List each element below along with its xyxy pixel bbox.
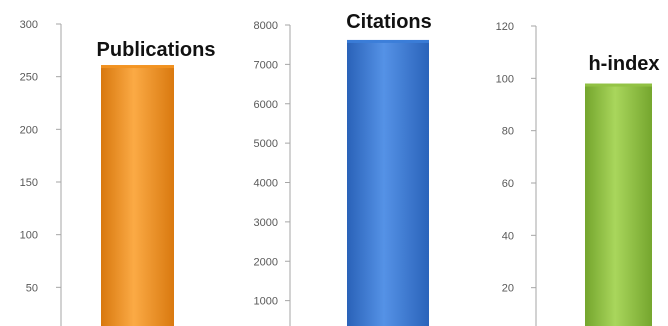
publications-tick-label: 150	[20, 177, 38, 189]
publications-tick-label: 50	[26, 282, 38, 294]
citations-bar	[347, 39, 429, 326]
publications-panel: 50 100 150 200 250 300	[20, 19, 174, 326]
citations-tick-label: 6000	[254, 99, 278, 111]
citations-tick-label: 2000	[254, 256, 278, 268]
publications-tick-label: 100	[20, 230, 38, 242]
h-index-tick-label: 120	[496, 21, 514, 33]
h-index-panel: 20 40 60 80 100 120	[496, 21, 652, 326]
citations-title: Citations	[346, 11, 432, 33]
publications-tick-label: 200	[20, 124, 38, 136]
publications-tick-label: 300	[20, 19, 38, 31]
h-index-bar	[585, 83, 652, 326]
h-index-tick-label: 60	[502, 178, 514, 190]
h-index-tick-label: 80	[502, 126, 514, 138]
publications-tick-label: 250	[20, 72, 38, 84]
h-index-bar-cap	[585, 83, 652, 87]
publications-bar	[101, 65, 174, 326]
citations-bar-cap	[347, 39, 429, 43]
h-index-tick-label: 40	[502, 230, 514, 242]
h-index-tick-label: 20	[502, 283, 514, 295]
citations-panel: 1000 2000 3000 4000 5000 6000 7000 8000	[254, 20, 429, 326]
citations-tick-label: 5000	[254, 138, 278, 150]
citations-tick-label: 7000	[254, 59, 278, 71]
publications-bar-cap	[101, 65, 174, 69]
publications-title: Publications	[97, 39, 216, 61]
citations-tick-label: 8000	[254, 20, 278, 32]
h-index-tick-label: 100	[496, 73, 514, 85]
h-index-title: h-index	[588, 53, 659, 75]
citations-tick-label: 4000	[254, 178, 278, 190]
citations-tick-label: 3000	[254, 217, 278, 229]
citations-tick-label: 1000	[254, 296, 278, 308]
